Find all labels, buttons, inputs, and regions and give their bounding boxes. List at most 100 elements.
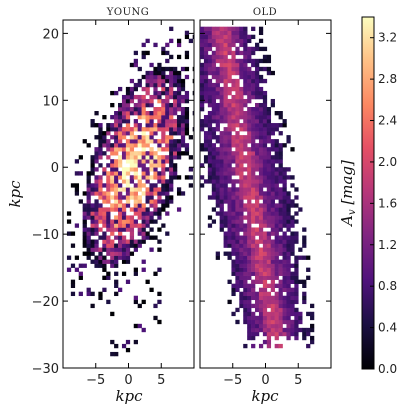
- heatmap-cell: [215, 191, 220, 196]
- heatmap-cell: [169, 127, 174, 132]
- heatmap-cell: [86, 183, 91, 188]
- heatmap-cell: [180, 131, 186, 136]
- heatmap-cell: [286, 303, 291, 309]
- heatmap-cell: [169, 94, 174, 100]
- heatmap-cell: [200, 90, 205, 96]
- heatmap-cell: [125, 191, 131, 196]
- heatmap-cell: [153, 199, 158, 204]
- heatmap-cell: [86, 239, 91, 244]
- heatmap-cell: [247, 259, 252, 264]
- heatmap-cell: [184, 127, 190, 132]
- heatmap-cell: [145, 38, 150, 44]
- heatmap-cell: [125, 339, 131, 345]
- heatmap-cell: [169, 107, 174, 112]
- heatmap-cell: [118, 171, 123, 176]
- heatmap-cell: [286, 195, 291, 200]
- heatmap-cell: [207, 78, 213, 84]
- heatmap-cell: [203, 26, 209, 32]
- heatmap-cell: [247, 235, 252, 240]
- heatmap-cell: [137, 115, 142, 120]
- heatmap-cell: [262, 307, 268, 313]
- heatmap-cell: [145, 127, 150, 132]
- heatmap-cell: [203, 179, 209, 184]
- heatmap-cell: [176, 127, 182, 132]
- heatmap-cell: [266, 58, 272, 64]
- heatmap-cell: [235, 143, 240, 148]
- heatmap-cell: [207, 90, 213, 96]
- heatmap-cell: [180, 123, 186, 128]
- heatmap-cell: [125, 203, 131, 208]
- heatmap-cell: [266, 183, 272, 188]
- heatmap-cell: [102, 247, 107, 252]
- heatmap-cell: [243, 167, 248, 172]
- heatmap-cell: [290, 275, 295, 280]
- heatmap-cell: [145, 90, 150, 96]
- heatmap-cell: [243, 82, 248, 88]
- heatmap-cell: [121, 247, 127, 252]
- heatmap-cell: [278, 267, 283, 272]
- heatmap-cell: [262, 66, 268, 72]
- heatmap-cell: [118, 255, 123, 260]
- heatmap-cell: [207, 223, 213, 228]
- heatmap-cell: [137, 151, 142, 156]
- heatmap-cell: [286, 243, 291, 248]
- heatmap-cell: [169, 26, 174, 32]
- heatmap-cell: [235, 151, 240, 156]
- heatmap-cell: [133, 86, 138, 92]
- heatmap-cell: [114, 291, 119, 297]
- heatmap-cell: [66, 255, 72, 260]
- heatmap-cell: [98, 247, 103, 252]
- heatmap-cell: [306, 343, 311, 349]
- heatmap-cell: [223, 54, 228, 60]
- heatmap-cell: [121, 167, 127, 172]
- heatmap-cell: [290, 303, 295, 309]
- heatmap-cell: [239, 147, 244, 152]
- heatmap-cell: [227, 243, 232, 248]
- heatmap-cell: [262, 319, 268, 325]
- heatmap-cell: [262, 98, 268, 104]
- heatmap-cell: [286, 175, 291, 180]
- x-tick-label: 5: [157, 373, 165, 388]
- heatmap-cell: [121, 271, 127, 276]
- heatmap-cell: [278, 279, 283, 284]
- heatmap-cell: [258, 143, 264, 148]
- heatmap-cell: [94, 255, 99, 260]
- heatmap-cell: [145, 207, 150, 212]
- heatmap-cell: [251, 191, 256, 196]
- heatmap-cell: [251, 311, 256, 317]
- heatmap-cell: [207, 215, 213, 220]
- heatmap-cell: [106, 179, 111, 184]
- heatmap-cell: [86, 195, 91, 200]
- heatmap-cell: [114, 203, 119, 208]
- heatmap-cell: [165, 119, 170, 124]
- heatmap-cell: [239, 115, 244, 120]
- heatmap-cell: [157, 211, 162, 216]
- y-tick-label: −30: [32, 362, 59, 377]
- heatmap-cell: [270, 211, 275, 216]
- heatmap-cell: [90, 159, 95, 164]
- heatmap-cell: [227, 34, 232, 40]
- heatmap-cell: [176, 94, 182, 100]
- heatmap-cell: [141, 159, 146, 164]
- heatmap-cell: [180, 191, 186, 196]
- heatmap-cell: [274, 271, 279, 276]
- heatmap-cell: [270, 331, 275, 337]
- colorbar-tick-label: 2.4: [378, 114, 397, 128]
- heatmap-cell: [141, 239, 146, 244]
- heatmap-cell: [227, 115, 232, 120]
- heatmap-cell: [262, 291, 268, 297]
- heatmap-cell: [231, 102, 236, 108]
- heatmap-cell: [114, 199, 119, 204]
- heatmap-cell: [251, 263, 256, 268]
- heatmap-cell: [141, 167, 146, 172]
- heatmap-cell: [266, 207, 272, 212]
- heatmap-cell: [114, 171, 119, 176]
- heatmap-cell: [251, 94, 256, 100]
- heatmap-cell: [227, 187, 232, 192]
- heatmap-cell: [137, 187, 142, 192]
- heatmap-cell: [223, 82, 228, 88]
- heatmap-cell: [247, 107, 252, 112]
- heatmap-cell: [94, 243, 99, 248]
- heatmap-cell: [243, 287, 248, 293]
- heatmap-cell: [200, 147, 205, 152]
